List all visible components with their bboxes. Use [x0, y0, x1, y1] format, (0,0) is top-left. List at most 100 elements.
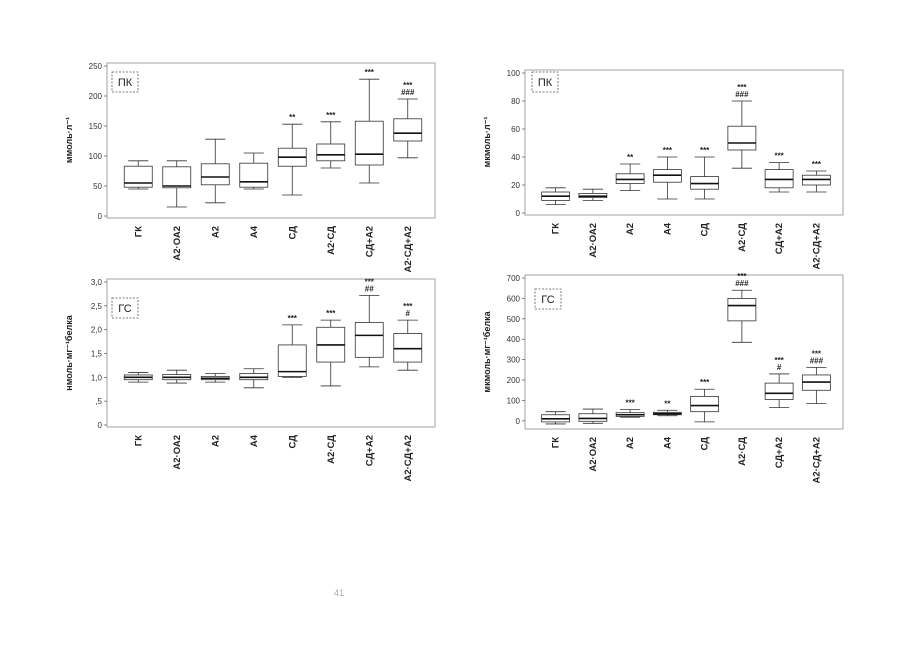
significance-marker: # [777, 363, 782, 372]
panel-top-right: 0 20 40 60 80 100 мкмоль·л⁻¹ ПК ГК А2·ОА2 ** А2 *** А… [482, 69, 844, 270]
y-tick-label: 100 [507, 396, 521, 405]
box-5: *** А2·СД [316, 111, 346, 255]
y-axis-label: ммоль·л⁻¹ [64, 117, 74, 163]
iqr-box [727, 298, 757, 322]
category-label: СД+А2 [774, 223, 785, 254]
panel-top-left: 0 50 100 150 200 250 ммоль·л⁻¹ ПК ГК А2·ОА2 А2 А4 **… [64, 62, 436, 273]
significance-marker: ### [735, 279, 749, 288]
significance-marker: ### [810, 356, 824, 365]
y-tick-label: 300 [507, 356, 521, 365]
y-tick-label: ,5 [95, 397, 102, 406]
box-2: А2 [200, 138, 230, 238]
iqr-box [239, 162, 269, 188]
significance-marker: *** [403, 81, 413, 90]
significance-marker: ## [365, 284, 374, 293]
box-2: А2 [200, 373, 230, 447]
significance-marker: *** [774, 152, 784, 161]
category-label: СД+А2 [364, 226, 375, 257]
significance-marker: *** [812, 349, 822, 358]
box-1: А2·ОА2 [578, 188, 608, 258]
panel-bottom-left: 0 ,5 1,0 1,5 2,0 2,5 3,0 нмоль·мг⁻¹белка ГС ГК А2·… [64, 277, 436, 482]
box-1: А2·ОА2 [162, 369, 192, 470]
box-6: *** СД+А2 [764, 152, 794, 254]
plot-frame [106, 62, 436, 219]
significance-marker: *** [700, 146, 710, 155]
category-label: А4 [662, 436, 673, 449]
significance-marker: ### [735, 90, 749, 99]
iqr-box [354, 120, 384, 166]
y-tick-label: 40 [511, 153, 520, 162]
category-label: А2·СД [737, 223, 748, 252]
significance-marker: # [406, 309, 411, 318]
category-label: А2·ОА2 [172, 226, 183, 261]
iqr-box [690, 395, 720, 413]
box-2: ** А2 [615, 153, 645, 235]
box-7: *** А2·СД+А2 [801, 160, 831, 270]
box-4: *** СД [690, 378, 720, 451]
category-label: А4 [249, 434, 260, 447]
box-5: *** А2·СД [316, 309, 346, 464]
box-4: *** СД [690, 146, 720, 237]
category-label: СД+А2 [774, 437, 785, 468]
category-label: А2 [210, 226, 221, 238]
category-label: А2·СД [326, 435, 337, 464]
category-label: СД [700, 223, 711, 237]
category-label: А4 [662, 222, 673, 235]
box-3: *** А4 [652, 146, 682, 235]
y-tick-label: 200 [507, 376, 521, 385]
iqr-box [764, 382, 794, 400]
box-0: ГК [123, 160, 153, 237]
y-tick-label: 250 [89, 62, 103, 71]
iqr-box [162, 166, 192, 189]
significance-marker: *** [625, 399, 635, 408]
box-4: ** СД [277, 113, 307, 240]
y-tick-label: 0 [98, 212, 103, 221]
category-label: А2·ОА2 [588, 437, 599, 472]
category-label: А2·СД+А2 [811, 437, 822, 484]
panel-label: ГС [541, 294, 554, 306]
category-label: А2 [625, 223, 636, 235]
y-tick-label: 2,0 [91, 326, 103, 335]
y-tick-label: 1,0 [91, 373, 103, 382]
box-6: ***## СД+А2 [354, 277, 384, 466]
category-label: СД+А2 [364, 435, 375, 466]
box-4: *** СД [277, 314, 307, 449]
significance-marker: *** [700, 378, 710, 387]
category-label: А2·СД+А2 [811, 223, 822, 270]
category-label: А2·СД [737, 437, 748, 466]
y-tick-label: 2,5 [91, 302, 103, 311]
significance-marker: *** [365, 68, 375, 77]
box-1: А2·ОА2 [162, 160, 192, 261]
iqr-box [578, 413, 608, 422]
category-label: СД [287, 226, 298, 240]
significance-marker: *** [326, 111, 336, 120]
iqr-box [123, 165, 153, 188]
y-tick-label: 0 [516, 417, 521, 426]
iqr-box [727, 125, 757, 151]
iqr-box [393, 333, 423, 363]
panel-label-box [111, 297, 139, 319]
category-label: А2·ОА2 [588, 223, 599, 258]
box-0: ГК [541, 187, 571, 234]
category-label: А2·СД+А2 [403, 226, 414, 273]
significance-marker: ### [401, 88, 415, 97]
box-3: А4 [239, 152, 269, 238]
significance-marker: *** [365, 277, 375, 286]
y-tick-label: 100 [507, 69, 521, 78]
category-label: А2 [625, 437, 636, 449]
category-label: СД [700, 437, 711, 451]
y-tick-label: 60 [511, 125, 520, 134]
panel-label-box [534, 288, 562, 310]
box-7: ***### А2·СД+А2 [393, 81, 423, 273]
category-label: А4 [249, 225, 260, 238]
box-0: ГК [541, 411, 571, 448]
iqr-box [316, 143, 346, 162]
significance-marker: *** [288, 314, 298, 323]
iqr-box [200, 163, 230, 186]
significance-marker: *** [403, 302, 413, 311]
y-tick-label: 3,0 [91, 278, 103, 287]
category-label: А2 [210, 435, 221, 447]
y-tick-label: 1,5 [91, 350, 103, 359]
category-label: ГК [133, 226, 144, 237]
